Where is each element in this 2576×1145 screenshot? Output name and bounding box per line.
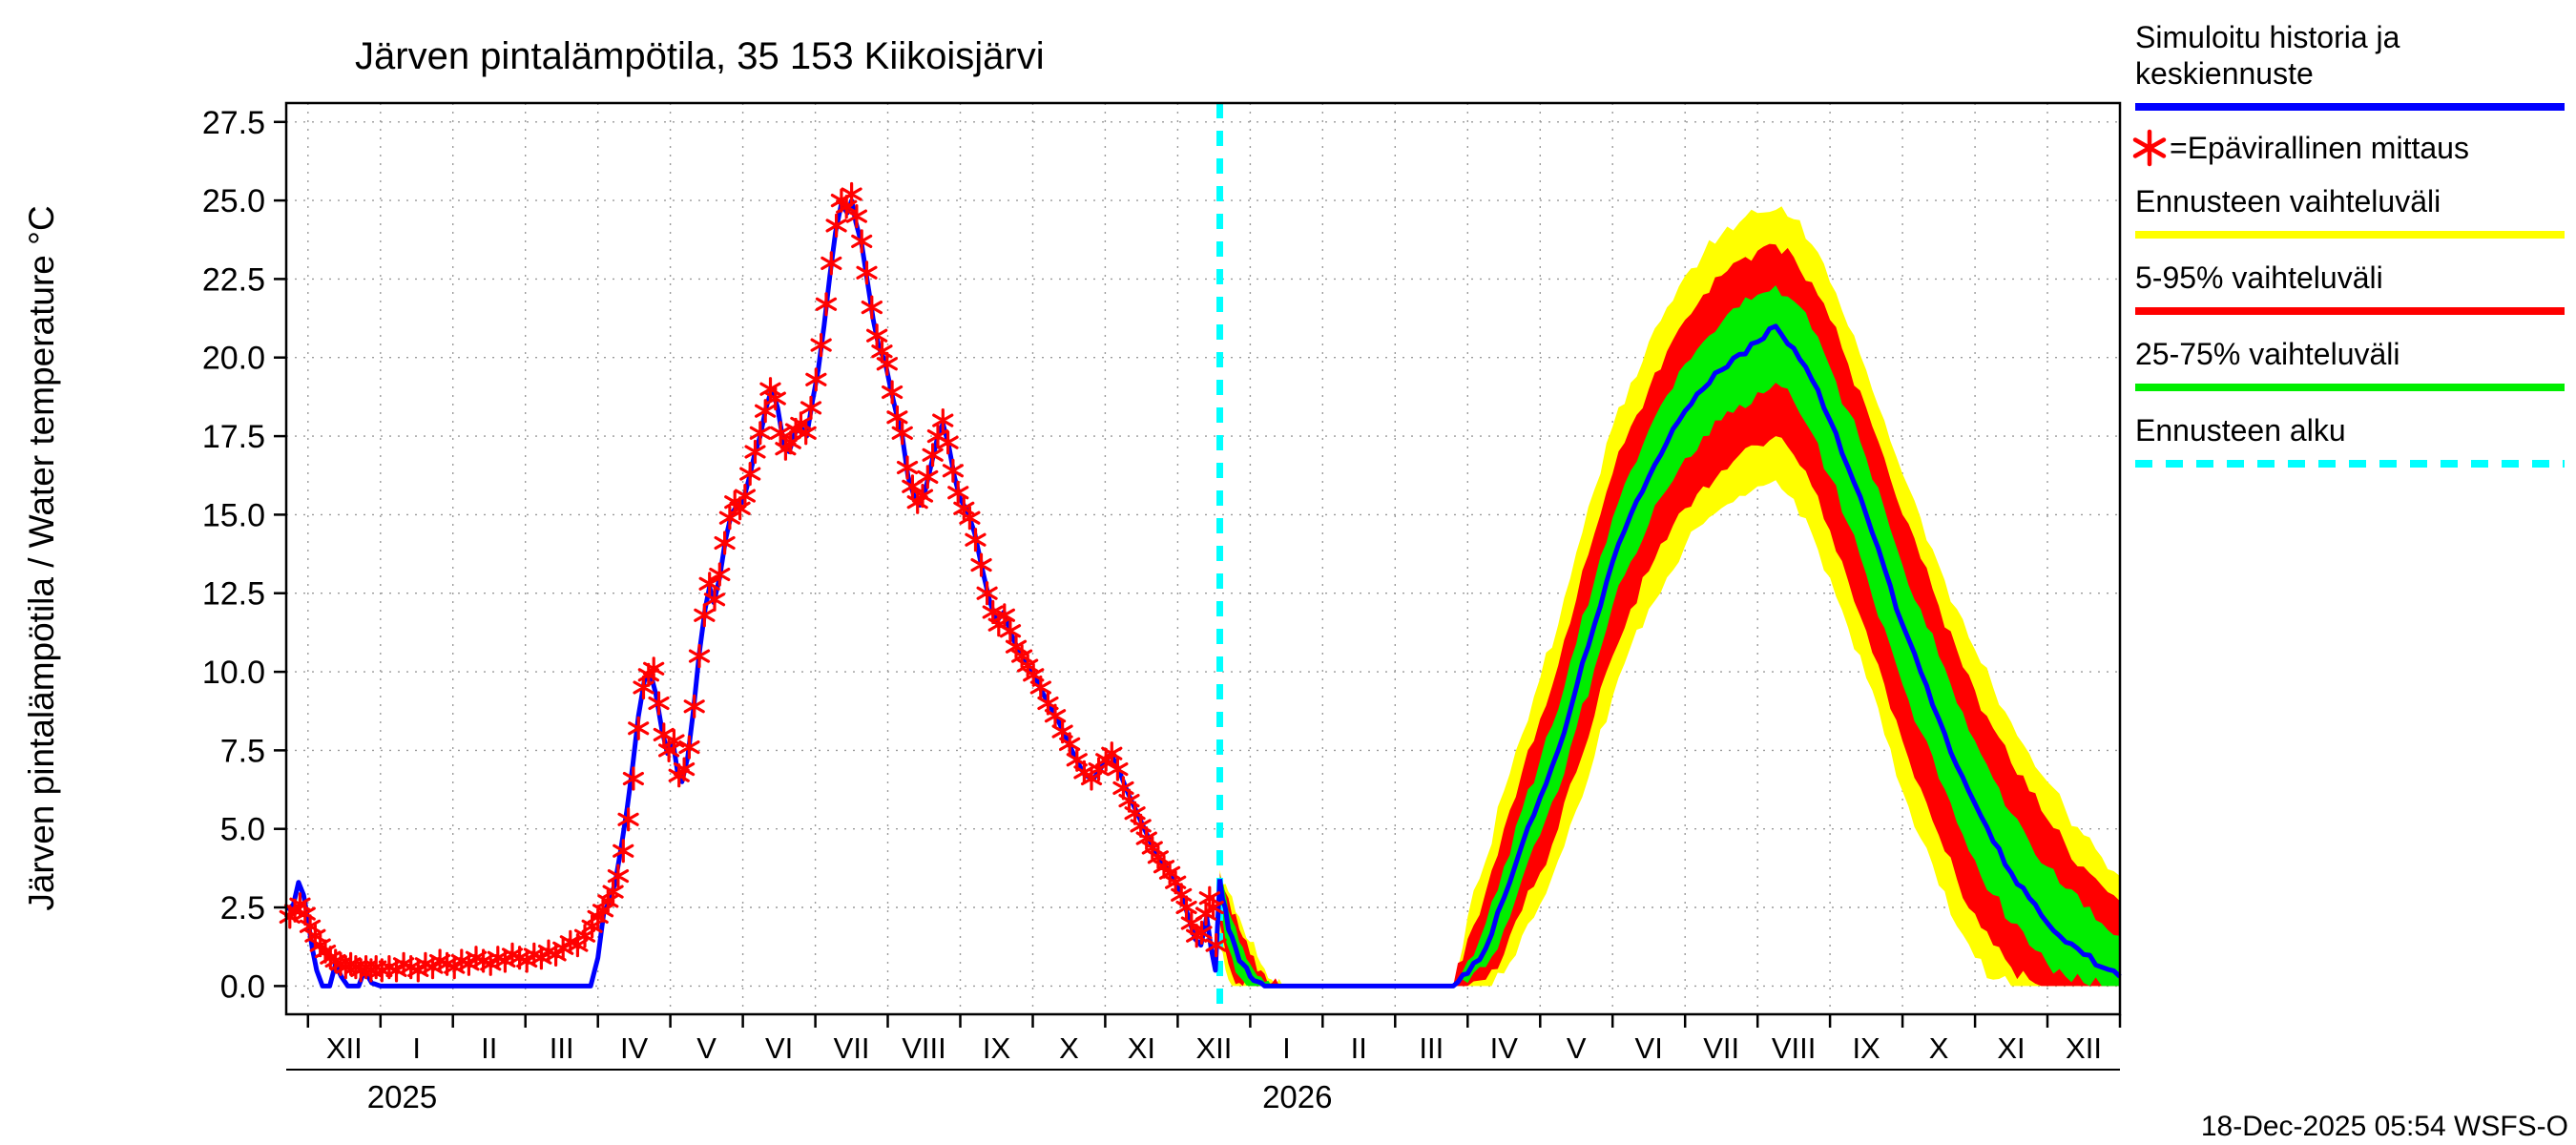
svg-text:IX: IX	[1852, 1031, 1880, 1065]
svg-text:27.5: 27.5	[202, 105, 265, 141]
svg-text:XI: XI	[1128, 1031, 1155, 1065]
svg-text:III: III	[550, 1031, 574, 1065]
svg-text:V: V	[696, 1031, 717, 1065]
svg-text:II: II	[481, 1031, 497, 1065]
svg-text:12.5: 12.5	[202, 576, 265, 613]
plot-area: 0.0 2.5 5.0 7.5 10.0 12.5 15.0 17.5 20.0 22.5 25.0…	[202, 101, 2122, 1114]
svg-text:X: X	[1059, 1031, 1079, 1065]
y-axis-label: Järven pintalämpötila / Water temperatur…	[22, 205, 61, 910]
legend-range-5-95-label: 5-95% vaihteluväli	[2135, 260, 2383, 295]
svg-text:7.5: 7.5	[220, 733, 265, 769]
legend-history-label-line2: keskiennuste	[2135, 56, 2314, 91]
svg-text:5.0: 5.0	[220, 812, 265, 848]
forecast-median-line	[1217, 323, 2122, 989]
legend-history-label-line1: Simuloitu historia ja	[2135, 20, 2400, 54]
x-axis-months: XII I II III IV V VI VII VIII IX X XI XII I II III IV V VI…	[286, 1014, 2122, 1114]
timestamp: 18-Dec-2025 05:54 WSFS-O	[2201, 1111, 2568, 1142]
measurement-asterisks	[279, 181, 1227, 983]
legend-asterisk-icon	[2132, 129, 2167, 167]
forecast-bands	[1219, 206, 2120, 987]
year-label: 2025	[367, 1079, 437, 1114]
year-label: 2026	[1262, 1079, 1332, 1114]
svg-text:25.0: 25.0	[202, 183, 265, 219]
svg-text:IV: IV	[1490, 1031, 1519, 1065]
svg-text:15.0: 15.0	[202, 497, 265, 533]
legend-range-full-label: Ennusteen vaihteluväli	[2135, 184, 2441, 219]
svg-text:I: I	[1282, 1031, 1291, 1065]
svg-text:VI: VI	[1635, 1031, 1663, 1065]
svg-text:XI: XI	[1997, 1031, 2025, 1065]
svg-text:IV: IV	[620, 1031, 649, 1065]
legend-measurement-label: =Epävirallinen mittaus	[2170, 131, 2469, 165]
plot-border	[284, 101, 2122, 1016]
svg-text:20.0: 20.0	[202, 341, 265, 377]
svg-text:17.5: 17.5	[202, 419, 265, 455]
svg-text:VIII: VIII	[1772, 1031, 1817, 1065]
svg-text:X: X	[1929, 1031, 1949, 1065]
svg-text:0.0: 0.0	[220, 968, 265, 1005]
svg-text:VI: VI	[765, 1031, 793, 1065]
svg-text:VII: VII	[1703, 1031, 1739, 1065]
y-tick-labels: 0.0 2.5 5.0 7.5 10.0 12.5 15.0 17.5 20.0 22.5 25.0…	[202, 105, 286, 1005]
chart-title: Järven pintalämpötila, 35 153 Kiikoisjär…	[355, 35, 1045, 77]
band-25-75	[1219, 876, 1283, 987]
svg-text:VIII: VIII	[902, 1031, 946, 1065]
svg-text:XII: XII	[326, 1031, 363, 1065]
band-25-75	[1453, 285, 2120, 987]
legend-forecast-start-label: Ennusteen alku	[2135, 413, 2346, 448]
svg-text:XII: XII	[2066, 1031, 2102, 1065]
svg-text:I: I	[412, 1031, 421, 1065]
svg-text:XII: XII	[1195, 1031, 1232, 1065]
svg-text:VII: VII	[834, 1031, 870, 1065]
svg-text:2.5: 2.5	[220, 890, 265, 926]
legend: Simuloitu historia ja keskiennuste =Epäv…	[2132, 20, 2565, 468]
svg-text:II: II	[1351, 1031, 1367, 1065]
svg-text:III: III	[1419, 1031, 1444, 1065]
svg-text:22.5: 22.5	[202, 261, 265, 298]
history-line	[285, 198, 1222, 989]
svg-text:10.0: 10.0	[202, 655, 265, 691]
svg-text:V: V	[1567, 1031, 1587, 1065]
svg-text:IX: IX	[983, 1031, 1011, 1065]
legend-range-25-75-label: 25-75% vaihteluväli	[2135, 337, 2400, 371]
